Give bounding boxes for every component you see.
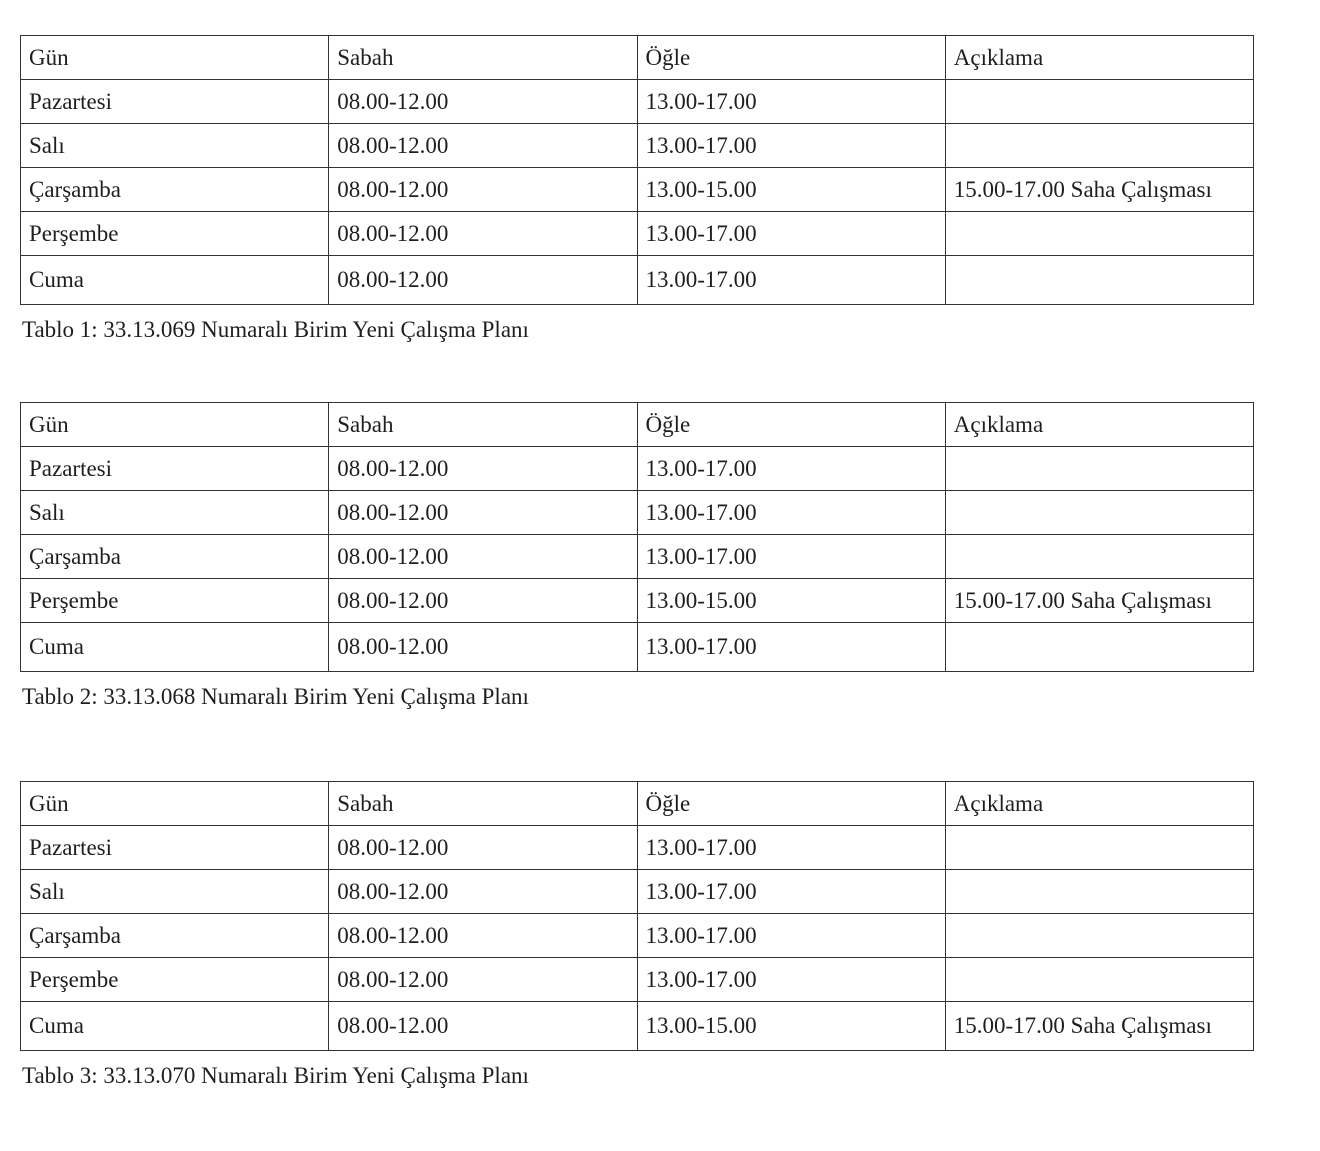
note-cell — [944, 913, 1255, 958]
header-cell: Öğle — [636, 35, 946, 80]
afternoon-cell: 13.00-17.00 — [636, 534, 946, 579]
morning-cell: 08.00-12.00 — [328, 167, 638, 212]
afternoon-cell: 13.00-17.00 — [636, 446, 946, 491]
note-cell — [944, 957, 1255, 1002]
day-cell: Çarşamba — [19, 534, 330, 579]
table-row: Çarşamba 08.00-12.00 13.00-15.00 15.00-17.0… — [19, 167, 1255, 212]
header-cell: Gün — [19, 402, 330, 447]
header-cell: Sabah — [328, 781, 638, 826]
day-cell: Cuma — [19, 255, 330, 305]
day-cell: Cuma — [19, 622, 330, 672]
header-cell: Açıklama — [944, 35, 1255, 80]
table-row: Pazartesi 08.00-12.00 13.00-17.00 — [19, 825, 1255, 870]
note-cell — [944, 622, 1255, 672]
header-cell: Gün — [19, 35, 330, 80]
day-cell: Perşembe — [19, 211, 330, 256]
table-row: Salı 08.00-12.00 13.00-17.00 — [19, 869, 1255, 914]
table-row: Cuma 08.00-12.00 13.00-17.00 — [19, 255, 1255, 305]
morning-cell: 08.00-12.00 — [328, 825, 638, 870]
afternoon-cell: 13.00-17.00 — [636, 255, 946, 305]
afternoon-cell: 13.00-17.00 — [636, 913, 946, 958]
note-cell — [944, 534, 1255, 579]
note-cell — [944, 446, 1255, 491]
morning-cell: 08.00-12.00 — [328, 211, 638, 256]
header-cell: Öğle — [636, 781, 946, 826]
header-cell: Sabah — [328, 35, 638, 80]
morning-cell: 08.00-12.00 — [328, 913, 638, 958]
header-cell: Öğle — [636, 402, 946, 447]
table-row: Cuma 08.00-12.00 13.00-15.00 15.00-17.00 Sa… — [19, 1001, 1255, 1051]
table-caption: Tablo 2: 33.13.068 Numaralı Birim Yeni Ç… — [22, 684, 529, 709]
table-caption: Tablo 3: 33.13.070 Numaralı Birim Yeni Ç… — [22, 1063, 529, 1088]
morning-cell: 08.00-12.00 — [328, 490, 638, 535]
note-cell — [944, 825, 1255, 870]
table-caption: Tablo 1: 33.13.069 Numaralı Birim Yeni Ç… — [22, 317, 529, 342]
day-cell: Salı — [19, 490, 330, 535]
table-row: Perşembe 08.00-12.00 13.00-17.00 — [19, 211, 1255, 256]
day-cell: Çarşamba — [19, 167, 330, 212]
morning-cell: 08.00-12.00 — [328, 622, 638, 672]
table-row: Perşembe 08.00-12.00 13.00-15.00 15.00-17.0… — [19, 578, 1255, 623]
afternoon-cell: 13.00-15.00 — [636, 1001, 946, 1051]
table-row: Cuma 08.00-12.00 13.00-17.00 — [19, 622, 1255, 672]
afternoon-cell: 13.00-17.00 — [636, 869, 946, 914]
table-row: Pazartesi 08.00-12.00 13.00-17.00 — [19, 446, 1255, 491]
table-row: Çarşamba 08.00-12.00 13.00-17.00 — [19, 534, 1255, 579]
note-cell — [944, 255, 1255, 305]
afternoon-cell: 13.00-15.00 — [636, 167, 946, 212]
day-cell: Perşembe — [19, 578, 330, 623]
morning-cell: 08.00-12.00 — [328, 957, 638, 1002]
note-cell: 15.00-17.00 Saha Çalışması — [944, 1001, 1255, 1051]
morning-cell: 08.00-12.00 — [328, 534, 638, 579]
day-cell: Pazartesi — [19, 446, 330, 491]
afternoon-cell: 13.00-17.00 — [636, 79, 946, 124]
table-row: Perşembe 08.00-12.00 13.00-17.00 — [19, 957, 1255, 1002]
afternoon-cell: 13.00-17.00 — [636, 490, 946, 535]
morning-cell: 08.00-12.00 — [328, 446, 638, 491]
afternoon-cell: 13.00-17.00 — [636, 825, 946, 870]
day-cell: Çarşamba — [19, 913, 330, 958]
afternoon-cell: 13.00-15.00 — [636, 578, 946, 623]
table-header-row: Gün Sabah Öğle Açıklama — [19, 35, 1255, 80]
note-cell — [944, 869, 1255, 914]
day-cell: Cuma — [19, 1001, 330, 1051]
note-cell — [944, 490, 1255, 535]
schedule-table-3: Gün Sabah Öğle Açıklama Pazartesi 08.00-12.00… — [19, 781, 1255, 1051]
day-cell: Perşembe — [19, 957, 330, 1002]
header-cell: Açıklama — [944, 781, 1255, 826]
schedule-table-1: Gün Sabah Öğle Açıklama Pazartesi 08.00-12.00… — [19, 35, 1255, 305]
morning-cell: 08.00-12.00 — [328, 869, 638, 914]
afternoon-cell: 13.00-17.00 — [636, 622, 946, 672]
note-cell: 15.00-17.00 Saha Çalışması — [944, 578, 1255, 623]
note-cell — [944, 79, 1255, 124]
morning-cell: 08.00-12.00 — [328, 123, 638, 168]
morning-cell: 08.00-12.00 — [328, 578, 638, 623]
table-row: Çarşamba 08.00-12.00 13.00-17.00 — [19, 913, 1255, 958]
table-row: Salı 08.00-12.00 13.00-17.00 — [19, 490, 1255, 535]
table-row: Salı 08.00-12.00 13.00-17.00 — [19, 123, 1255, 168]
table-header-row: Gün Sabah Öğle Açıklama — [19, 402, 1255, 447]
day-cell: Salı — [19, 869, 330, 914]
table-row: Pazartesi 08.00-12.00 13.00-17.00 — [19, 79, 1255, 124]
afternoon-cell: 13.00-17.00 — [636, 123, 946, 168]
morning-cell: 08.00-12.00 — [328, 79, 638, 124]
morning-cell: 08.00-12.00 — [328, 255, 638, 305]
day-cell: Pazartesi — [19, 79, 330, 124]
note-cell — [944, 123, 1255, 168]
schedule-table-2: Gün Sabah Öğle Açıklama Pazartesi 08.00-12.00… — [19, 402, 1255, 672]
afternoon-cell: 13.00-17.00 — [636, 211, 946, 256]
afternoon-cell: 13.00-17.00 — [636, 957, 946, 1002]
day-cell: Salı — [19, 123, 330, 168]
morning-cell: 08.00-12.00 — [328, 1001, 638, 1051]
table-header-row: Gün Sabah Öğle Açıklama — [19, 781, 1255, 826]
header-cell: Gün — [19, 781, 330, 826]
header-cell: Sabah — [328, 402, 638, 447]
day-cell: Pazartesi — [19, 825, 330, 870]
note-cell: 15.00-17.00 Saha Çalışması — [944, 167, 1255, 212]
note-cell — [944, 211, 1255, 256]
header-cell: Açıklama — [944, 402, 1255, 447]
